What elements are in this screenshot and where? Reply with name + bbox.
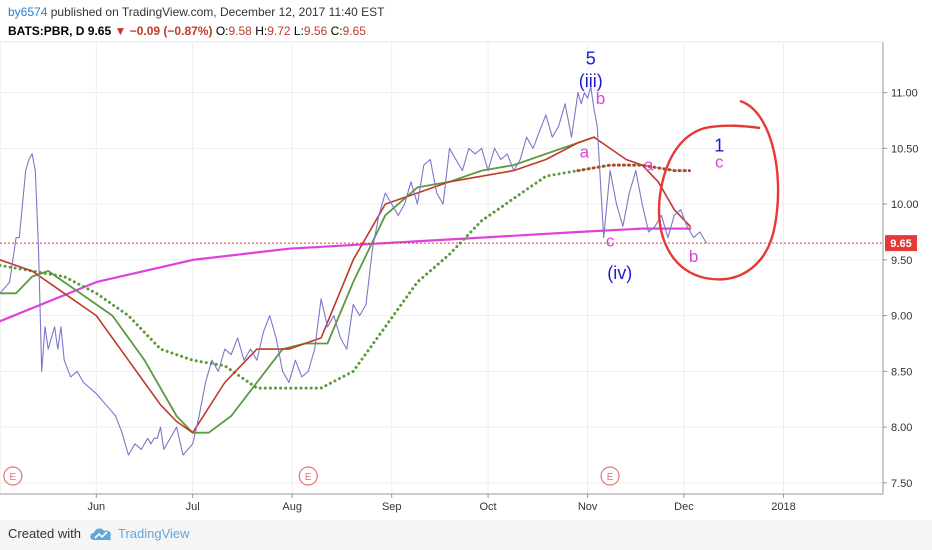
current-price-label: 9.65 xyxy=(890,238,911,250)
y-tick-label: 10.00 xyxy=(891,199,919,211)
x-tick-label: Aug xyxy=(282,501,302,513)
x-tick-label: Oct xyxy=(479,501,496,513)
low-label: L: xyxy=(293,24,304,38)
x-tick-label: Dec xyxy=(674,501,694,513)
x-tick-label: Nov xyxy=(578,501,598,513)
y-tick-label: 11.00 xyxy=(891,88,918,100)
low-value: 9.56 xyxy=(303,24,328,38)
high-label: H: xyxy=(255,24,268,38)
wave-label: (iv) xyxy=(607,263,632,283)
wave-label: b xyxy=(689,247,698,266)
y-tick-label: 8.00 xyxy=(891,422,912,434)
earnings-marker[interactable] xyxy=(600,466,620,486)
earnings-marker[interactable] xyxy=(298,466,318,486)
series-ma-fast xyxy=(0,136,692,434)
y-tick-label: 10.50 xyxy=(891,143,919,155)
earnings-marker-label: E xyxy=(305,472,312,483)
close-label: C: xyxy=(330,24,343,38)
current-price-badge xyxy=(885,235,917,252)
created-with-text: Created with xyxy=(8,526,81,541)
tradingview-logo-text[interactable]: TradingView xyxy=(118,526,190,541)
drawing-layer[interactable] xyxy=(657,99,780,281)
published-text: published on TradingView.com, December 1… xyxy=(50,5,385,19)
wave-label: c xyxy=(715,152,724,171)
earnings-marker-label: E xyxy=(10,472,17,483)
price-change: −0.09 (−0.87%) xyxy=(129,24,213,38)
x-tick-label: Jun xyxy=(87,501,105,513)
author-link[interactable]: by6574 xyxy=(8,5,48,19)
close-value: 9.65 xyxy=(342,24,366,38)
symbol-label: BATS:PBR, D xyxy=(8,24,85,38)
publisher-line: by6574 published on TradingView.com, Dec… xyxy=(8,5,384,19)
y-tick-label: 9.00 xyxy=(891,311,912,323)
high-value: 9.72 xyxy=(267,24,291,38)
earnings-marker-label: E xyxy=(607,472,614,483)
y-tick-label: 8.50 xyxy=(891,366,912,378)
series-price xyxy=(0,86,707,456)
axis-layer: 11.00 10.50 10.00 9.50 9.00 8.50 8.00 7.50 Jun Ju… xyxy=(0,42,919,513)
tradingview-cloud-icon xyxy=(90,528,111,541)
grid xyxy=(0,42,883,494)
wave-label: a xyxy=(580,142,590,161)
footer: Created with TradingView xyxy=(0,520,932,550)
series-layer xyxy=(0,86,883,456)
last-price: 9.65 xyxy=(87,24,112,38)
earnings-marker[interactable] xyxy=(3,466,23,486)
wave-ellipse-drawing[interactable] xyxy=(657,99,780,281)
y-tick-label: 9.50 xyxy=(891,255,912,267)
wave-label: b xyxy=(596,89,605,108)
series-ma-mid xyxy=(0,136,595,434)
open-label: O: xyxy=(215,24,229,38)
x-tick-label: 2018 xyxy=(771,501,795,513)
x-tick-label: Sep xyxy=(382,501,402,513)
open-value: 9.58 xyxy=(228,24,252,38)
wave-label: 1 xyxy=(714,136,724,156)
wave-label: c xyxy=(606,231,615,250)
wave-label: 5 xyxy=(586,49,596,69)
series-ma-slow-dotted-tail xyxy=(576,163,692,173)
wave-label: a xyxy=(644,156,654,175)
wave-label: (iii) xyxy=(579,71,603,91)
x-tick-label: Jul xyxy=(186,501,200,513)
symbol-line: BATS:PBR, D 9.65 ▼ −0.09 (−0.87%) O:9.58… xyxy=(8,24,366,38)
down-arrow-icon: ▼ xyxy=(114,24,127,38)
y-tick-label: 7.50 xyxy=(891,478,912,490)
